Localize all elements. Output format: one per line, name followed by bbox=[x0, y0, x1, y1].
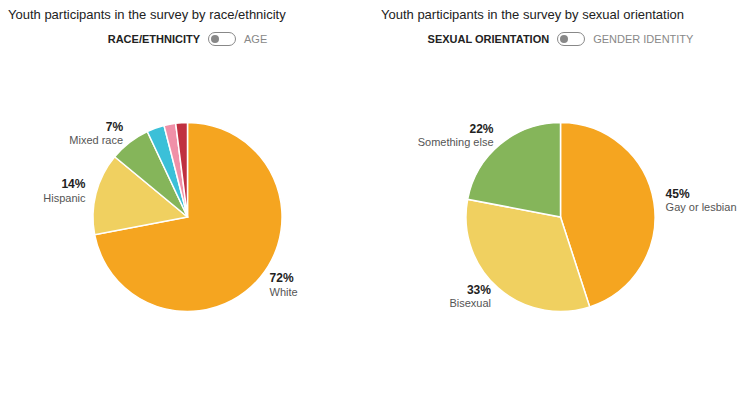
html-text:SEXUAL ORIENTATION: SEXUAL ORIENTATION bbox=[427, 33, 550, 45]
svg-text:Mixed race: Mixed race bbox=[69, 134, 123, 146]
svg-text:22%: 22% bbox=[469, 122, 493, 136]
svg-text:Bisexual: Bisexual bbox=[449, 297, 491, 309]
svg-text:7%: 7% bbox=[106, 120, 124, 134]
svg-text:Hispanic: Hispanic bbox=[43, 192, 86, 204]
svg-text:72%: 72% bbox=[270, 271, 294, 285]
svg-text:45%: 45% bbox=[666, 187, 690, 201]
html-text:Youth participants in the surv: Youth participants in the survey by sexu… bbox=[381, 7, 684, 22]
svg-text:14%: 14% bbox=[61, 177, 85, 191]
svg-text:Something else: Something else bbox=[418, 136, 494, 148]
svg-text:33%: 33% bbox=[467, 283, 491, 297]
html-text:AGE: AGE bbox=[244, 33, 268, 45]
html-text:GENDER IDENTITY: GENDER IDENTITY bbox=[593, 33, 694, 45]
svg-text:Gay or lesbian: Gay or lesbian bbox=[666, 201, 737, 213]
html-text:RACE/ETHNICITY: RACE/ETHNICITY bbox=[107, 33, 200, 45]
svg-text:White: White bbox=[270, 286, 298, 298]
html-text:Youth participants in the surv: Youth participants in the survey by race… bbox=[8, 7, 286, 22]
